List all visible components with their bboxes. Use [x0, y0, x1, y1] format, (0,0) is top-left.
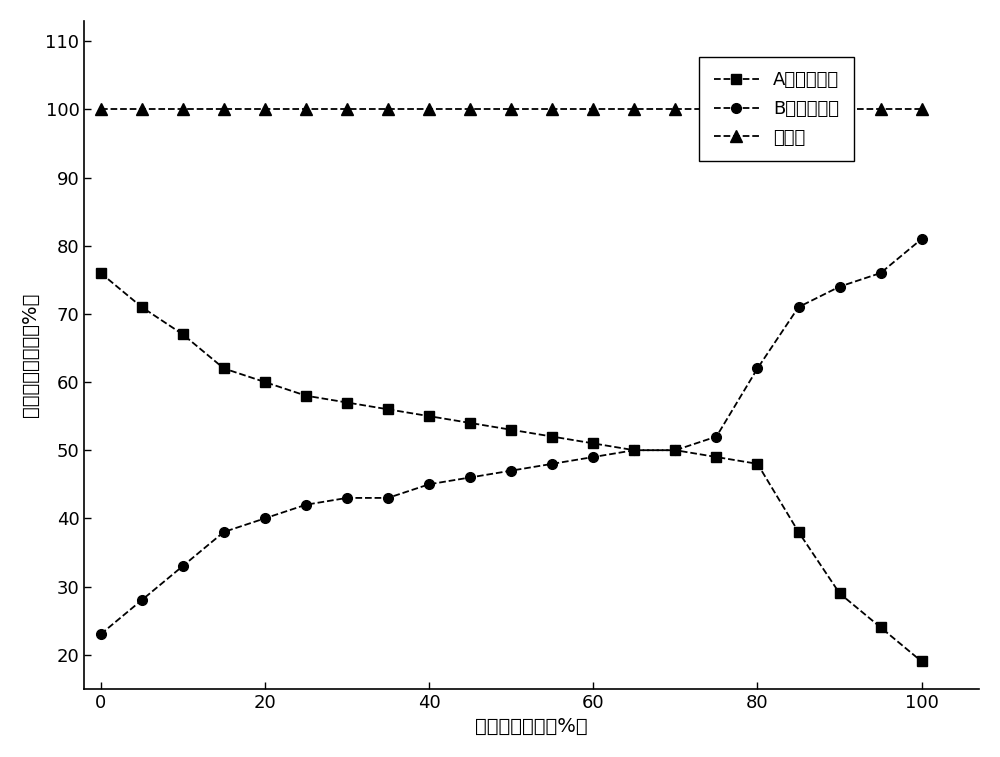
B电池的电流: [382, 494, 394, 503]
A电池的电流: [875, 623, 887, 632]
B电池的电流: [464, 473, 476, 482]
Line: B电池的电流: B电池的电流: [96, 234, 927, 639]
总电流: [177, 105, 189, 114]
总电流: [916, 105, 928, 114]
总电流: [505, 105, 517, 114]
B电池的电流: [875, 269, 887, 278]
总电流: [710, 105, 722, 114]
A电池的电流: [546, 432, 558, 441]
B电池的电流: [710, 432, 722, 441]
总电流: [95, 105, 107, 114]
B电池的电流: [628, 446, 640, 455]
总电流: [300, 105, 312, 114]
总电流: [751, 105, 763, 114]
总电流: [382, 105, 394, 114]
A电池的电流: [916, 657, 928, 666]
A电池的电流: [136, 303, 148, 312]
A电池的电流: [628, 446, 640, 455]
A电池的电流: [95, 269, 107, 278]
A电池的电流: [423, 412, 435, 421]
A电池的电流: [793, 528, 805, 537]
总电流: [628, 105, 640, 114]
总电流: [793, 105, 805, 114]
A电池的电流: [834, 589, 846, 598]
B电池的电流: [95, 630, 107, 639]
X-axis label: 放电时间进度（%）: 放电时间进度（%）: [475, 717, 588, 736]
总电流: [259, 105, 271, 114]
B电池的电流: [177, 562, 189, 571]
B电池的电流: [834, 282, 846, 291]
A电池的电流: [341, 398, 353, 407]
B电池的电流: [136, 596, 148, 605]
B电池的电流: [669, 446, 681, 455]
B电池的电流: [505, 466, 517, 475]
A电池的电流: [259, 378, 271, 387]
Line: A电池的电流: A电池的电流: [96, 268, 927, 666]
A电池的电流: [505, 425, 517, 435]
总电流: [464, 105, 476, 114]
A电池的电流: [587, 439, 599, 448]
B电池的电流: [423, 480, 435, 489]
总电流: [875, 105, 887, 114]
A电池的电流: [382, 405, 394, 414]
B电池的电流: [793, 303, 805, 312]
总电流: [587, 105, 599, 114]
总电流: [669, 105, 681, 114]
B电池的电流: [218, 528, 230, 537]
Y-axis label: 放电电流百分比（%）: 放电电流百分比（%）: [21, 293, 40, 417]
A电池的电流: [464, 419, 476, 428]
A电池的电流: [177, 330, 189, 339]
A电池的电流: [751, 459, 763, 469]
B电池的电流: [751, 364, 763, 373]
A电池的电流: [710, 453, 722, 462]
总电流: [546, 105, 558, 114]
B电池的电流: [546, 459, 558, 469]
总电流: [834, 105, 846, 114]
总电流: [136, 105, 148, 114]
总电流: [341, 105, 353, 114]
A电池的电流: [669, 446, 681, 455]
总电流: [423, 105, 435, 114]
B电池的电流: [341, 494, 353, 503]
A电池的电流: [218, 364, 230, 373]
Line: 总电流: 总电流: [94, 103, 928, 116]
B电池的电流: [259, 514, 271, 523]
A电池的电流: [300, 391, 312, 400]
Legend: A电池的电流, B电池的电流, 总电流: A电池的电流, B电池的电流, 总电流: [699, 57, 854, 161]
B电池的电流: [587, 453, 599, 462]
B电池的电流: [300, 500, 312, 509]
总电流: [218, 105, 230, 114]
B电池的电流: [916, 235, 928, 244]
